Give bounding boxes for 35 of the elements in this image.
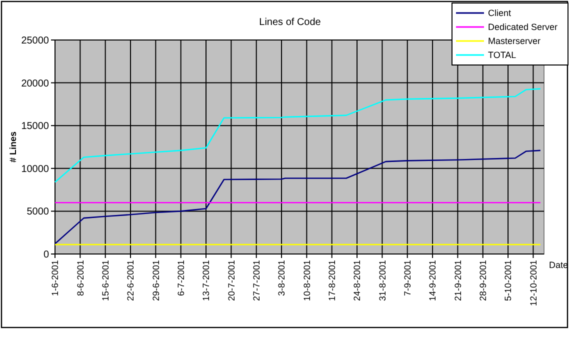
legend-label: Dedicated Server [488,22,558,32]
x-axis-title: Date [549,260,568,270]
line-series [54,150,542,244]
legend-label: Masterserver [488,36,541,46]
x-tick-label: 8-6-2001 [75,260,86,296]
x-tick-label: 22-6-2001 [126,260,136,302]
x-tick-label: 21-9-2001 [452,260,463,302]
y-tick-label: 0 [43,250,50,260]
y-tick-label: 20000 [21,78,50,90]
x-tick-label: 6-7-2001 [176,260,186,296]
legend-label: Client [488,8,512,18]
x-tick-label: 17-8-2001 [327,260,338,302]
x-tick-label: 5-10-2001 [503,260,514,302]
y-tick-label: 25000 [21,36,50,46]
y-tick-label: 15000 [21,121,50,132]
x-tick-label: 7-9-2001 [402,260,413,296]
y-tick-label: 5000 [26,206,50,218]
x-tick-label: 14-9-2001 [428,260,438,302]
x-tick-label: 29-6-2001 [150,260,161,302]
x-tick-label: 15-6-2001 [100,260,110,302]
line-series [54,88,542,183]
chart-title: Lines of Code [259,17,322,28]
y-tick-label: 10000 [21,164,50,175]
x-tick-label: 27-7-2001 [252,260,262,302]
x-tick-label: 28-9-2001 [478,260,488,302]
x-tick-label: 10-8-2001 [302,260,312,302]
x-tick-label: 12-10-2001 [528,260,538,306]
x-tick-label: 20-7-2001 [226,260,236,302]
y-axis-title: # Lines [8,131,18,163]
x-tick-label: 31-8-2001 [377,260,388,302]
x-tick-label: 24-8-2001 [352,260,362,302]
x-tick-label: 3-8-2001 [276,260,287,296]
x-tick-label: 13-7-2001 [201,260,212,302]
legend-label: TOTAL [488,50,516,60]
x-tick-label: 1-6-2001 [50,260,60,296]
